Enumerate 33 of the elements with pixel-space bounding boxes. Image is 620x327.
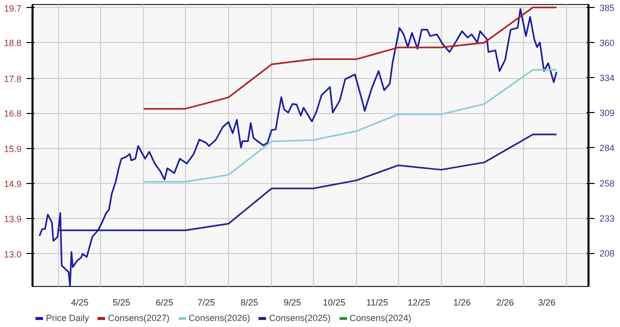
x-tick-label: 2/26 [496,298,514,308]
y2-tick-label: 233 [600,214,615,224]
y-tick-label: 19.7 [4,3,22,14]
x-tick-label: 9/25 [284,298,302,308]
x-tick-label: 7/25 [197,298,216,308]
x-tick-label: 6/25 [156,298,174,308]
legend-label: Consens(2026) [188,313,250,323]
y2-tick-label: 284 [600,143,615,154]
x-tick-label: 5/25 [112,298,130,308]
y-tick-label: 16.8 [4,108,22,119]
y2-tick-label: 309 [600,108,615,118]
y-tick-label: 14.9 [4,179,22,190]
legend-label: Consens(2027) [108,313,170,323]
y-tick-label: 13.9 [4,214,22,224]
y-tick-label: 15.9 [4,144,22,154]
x-tick-label: 10/25 [322,298,346,308]
legend-label: Consens(2024) [350,313,412,323]
y2-tick-label: 258 [600,178,615,189]
x-tick-label: 8/25 [240,298,258,308]
y-tick-label: 17.8 [4,74,22,84]
legend-label: Price Daily [46,313,90,323]
y-tick-label: 18.8 [4,38,22,48]
y2-tick-label: 334 [600,73,615,84]
legend-label: Consens(2025) [269,313,331,323]
y2-tick-label: 208 [600,248,615,259]
y2-tick-label: 360 [600,38,615,48]
x-tick-label: 1/26 [453,298,471,308]
x-tick-label: 12/25 [408,298,430,308]
x-tick-label: 4/25 [71,298,89,308]
x-tick-label: 3/26 [538,298,556,308]
y-tick-label: 13.0 [4,249,22,260]
x-tick-label: 11/25 [366,298,388,308]
y2-tick-label: 385 [600,2,615,13]
